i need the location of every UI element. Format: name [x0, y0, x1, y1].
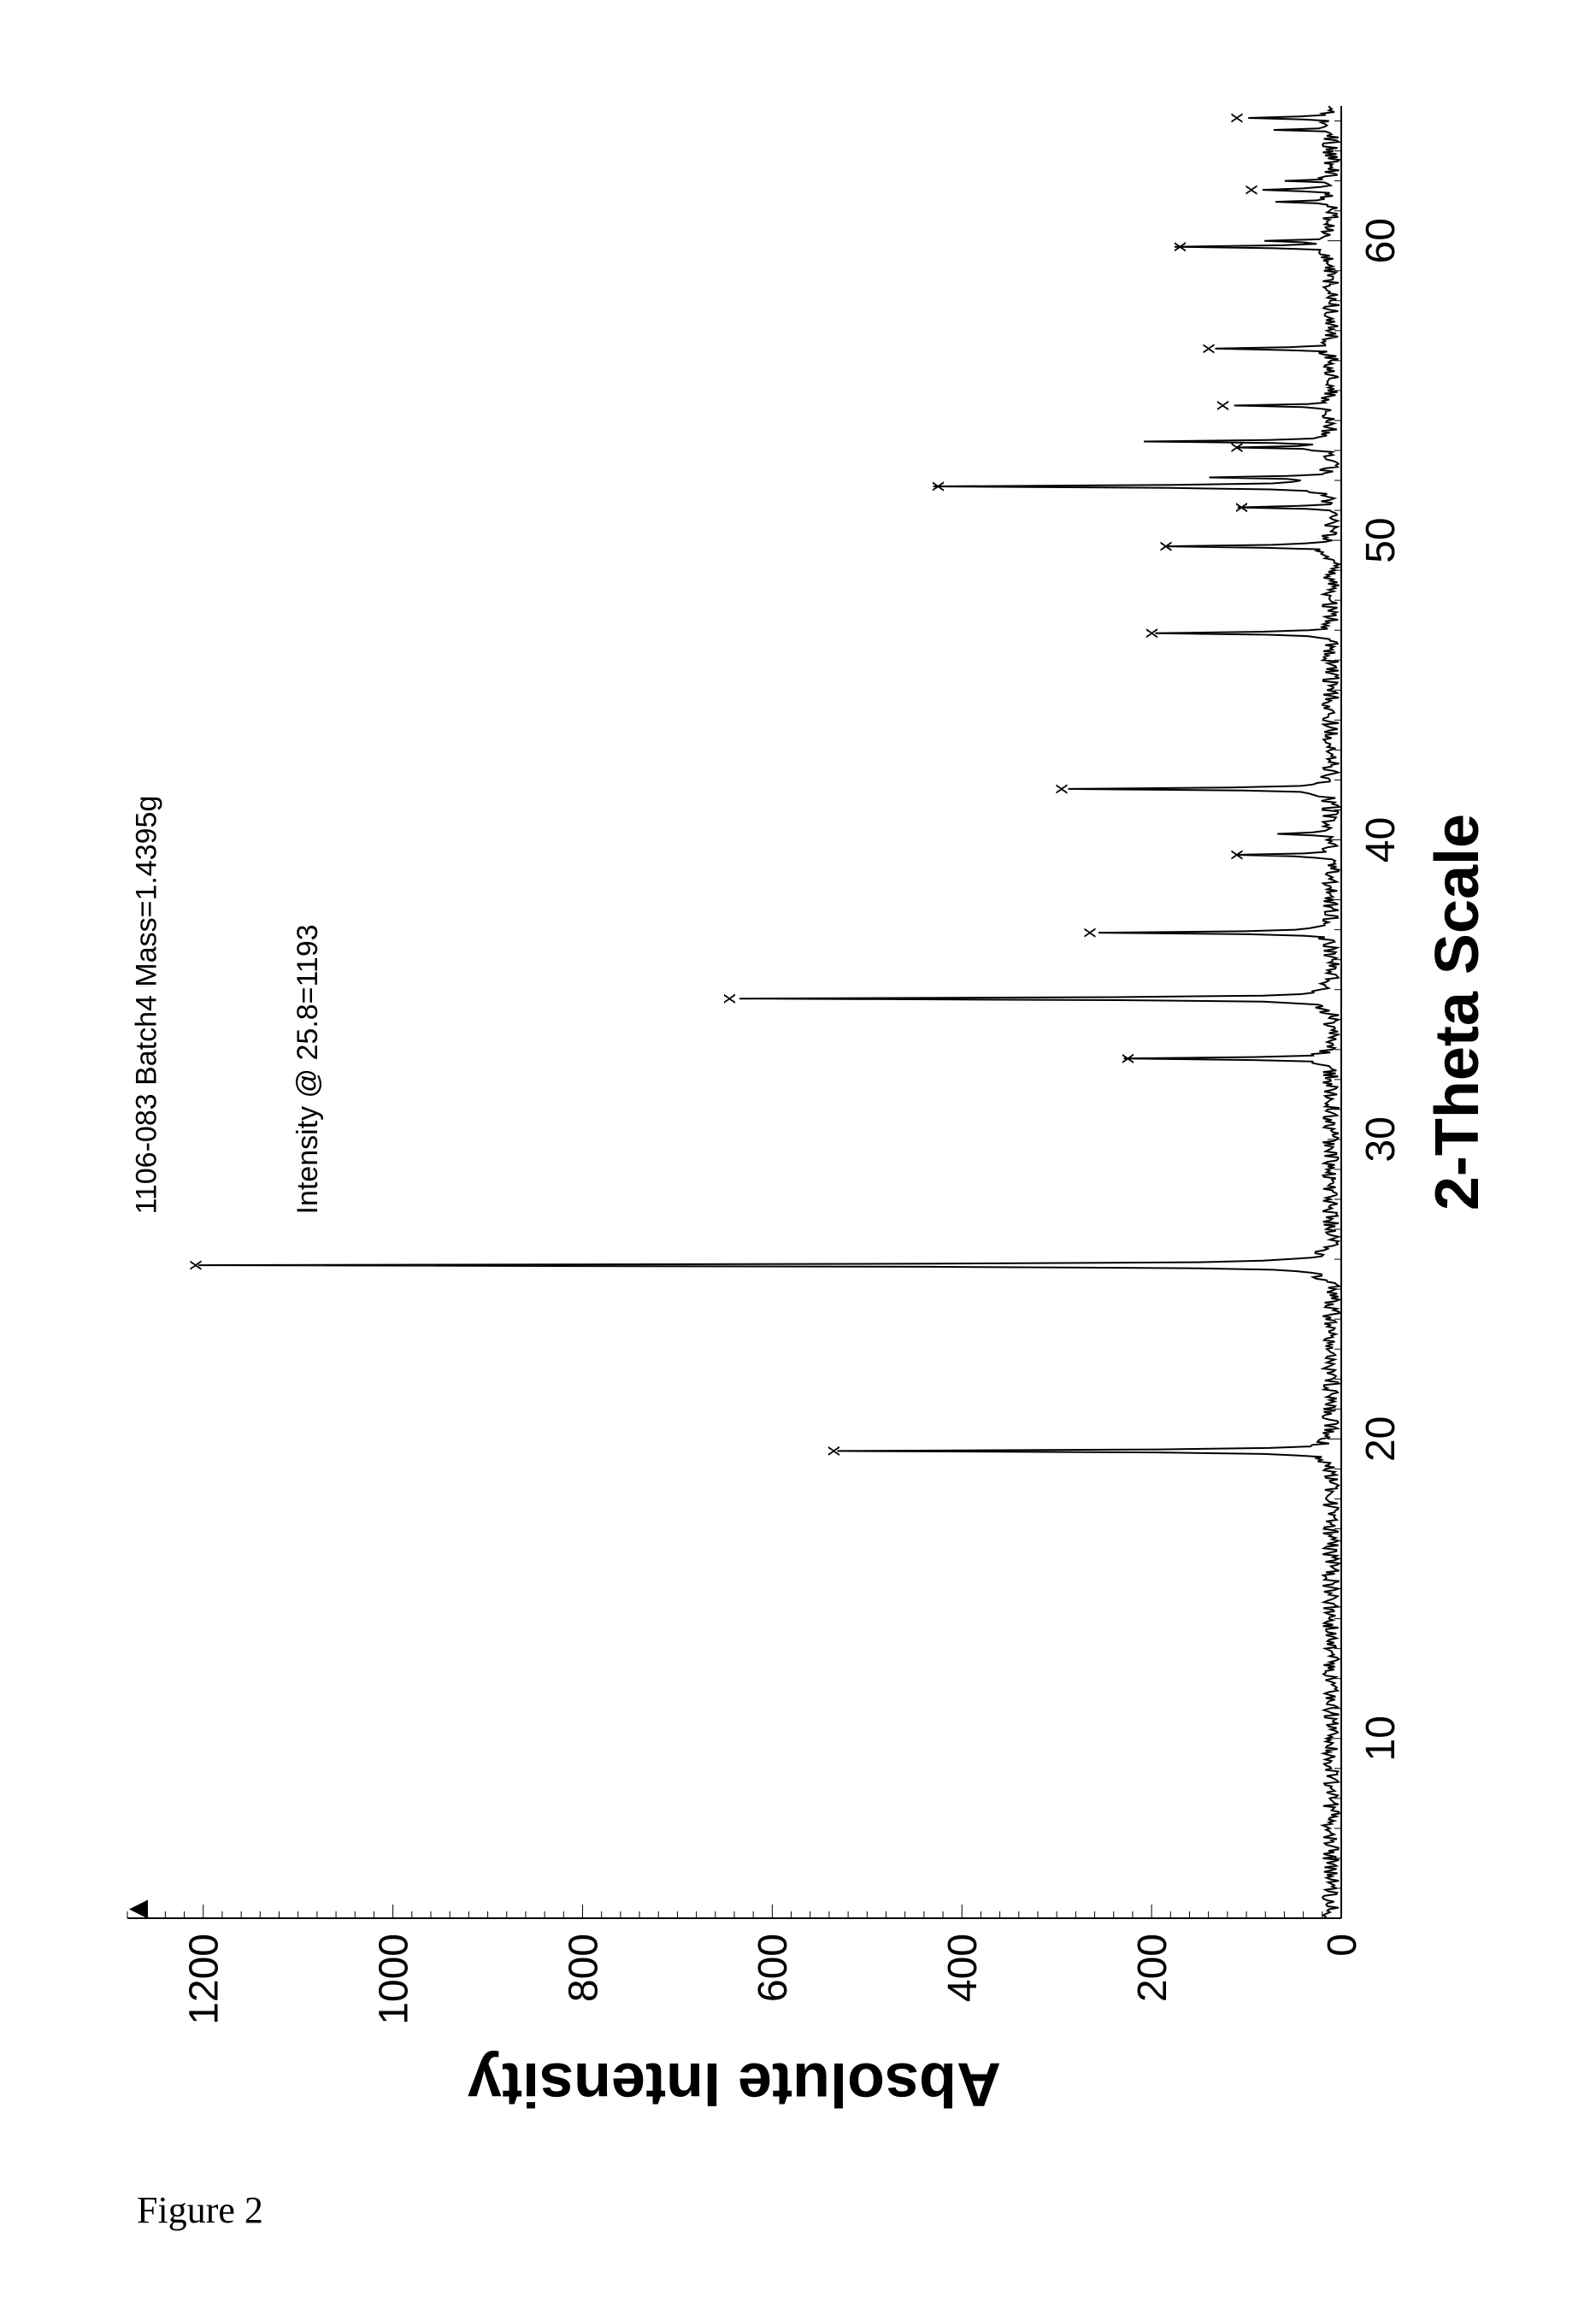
peak-marker: x — [1225, 850, 1248, 860]
peak-marker: x — [1239, 185, 1262, 195]
peak-marker: x — [184, 1260, 207, 1270]
peak-marker: x — [1210, 400, 1234, 410]
peak-marker: x — [1140, 628, 1163, 639]
x-tick-label: 50 — [1358, 517, 1404, 562]
peak-marker: x — [1078, 927, 1101, 938]
peak-marker: x — [1116, 1053, 1139, 1063]
xrd-chart: 102030405060020040060080010001200xxxxxxx… — [59, 38, 1555, 2175]
peak-marker: x — [1225, 113, 1248, 123]
peak-marker: x — [1168, 242, 1191, 252]
x-tick-label: 20 — [1358, 1416, 1404, 1462]
y-axis-label: Absolute Intensity — [468, 2050, 1001, 2118]
y-tick-label: 200 — [1130, 1934, 1175, 2002]
x-tick-label: 30 — [1358, 1116, 1404, 1162]
y-tick-label: 600 — [751, 1934, 796, 2002]
chart-svg: 102030405060020040060080010001200xxxxxxx… — [59, 38, 1555, 2175]
peak-marker: x — [1196, 344, 1219, 354]
x-tick-label: 40 — [1358, 817, 1404, 863]
y-tick-label: 400 — [940, 1934, 986, 2002]
y-tick-label: 1000 — [371, 1934, 416, 2025]
chart-annotation: Intensity @ 25.8=1193 — [292, 924, 324, 1214]
x-axis-label: 2-Theta Scale — [1423, 814, 1492, 1210]
peak-marker: x — [926, 481, 949, 492]
y-tick-label: 0 — [1320, 1934, 1365, 1957]
figure-caption: Figure 2 — [137, 2188, 263, 2232]
peak-marker: x — [1153, 541, 1176, 551]
peak-marker: x — [1225, 442, 1248, 452]
peak-marker: x — [822, 1446, 845, 1456]
page: 102030405060020040060080010001200xxxxxxx… — [0, 0, 1596, 2314]
peak-marker: x — [1049, 784, 1072, 794]
peak-marker: x — [717, 993, 740, 1004]
x-tick-label: 60 — [1358, 218, 1404, 263]
y-tick-label: 1200 — [182, 1934, 227, 2025]
chart-annotation: 1106-083 Batch4 Mass=1.4395g — [130, 796, 162, 1215]
x-tick-label: 10 — [1358, 1716, 1404, 1761]
y-tick-label: 800 — [561, 1934, 606, 2002]
peak-marker: x — [1229, 503, 1252, 513]
